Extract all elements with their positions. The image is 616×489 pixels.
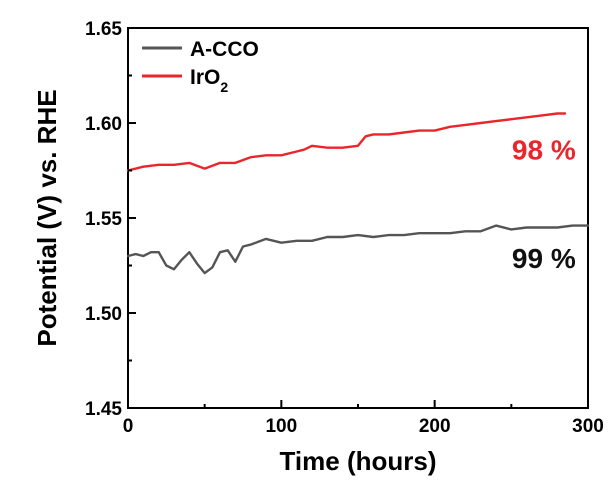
x-tick-label: 0 (123, 416, 134, 437)
annotation-label: 99 % (512, 243, 576, 274)
y-tick-label: 1.60 (85, 114, 122, 135)
x-axis-title: Time (hours) (280, 446, 437, 476)
x-tick-label: 300 (572, 416, 604, 437)
annotations: 98 % 99 % (512, 135, 576, 274)
x-tick-label: 100 (265, 416, 297, 437)
legend-label: IrO2 (190, 66, 228, 95)
series-line-iro2 (126, 112, 567, 172)
y-tick-label: 1.55 (85, 209, 122, 230)
x-tick-label: 200 (419, 416, 451, 437)
y-tick-label: 1.50 (85, 304, 122, 325)
y-tick-label: 1.45 (85, 399, 122, 420)
legend: A-CCO IrO2 (142, 38, 259, 95)
legend-label: A-CCO (190, 38, 259, 61)
plot-content (126, 112, 590, 275)
axis-ticks: 0 100 200 300 1.45 1.50 1.55 1.60 1.65 (85, 19, 604, 437)
y-axis-title: Potential (V) vs. RHE (32, 89, 62, 346)
y-tick-label: 1.65 (85, 19, 122, 40)
annotation-label: 98 % (512, 135, 576, 166)
series-line-a-cco (126, 224, 590, 275)
